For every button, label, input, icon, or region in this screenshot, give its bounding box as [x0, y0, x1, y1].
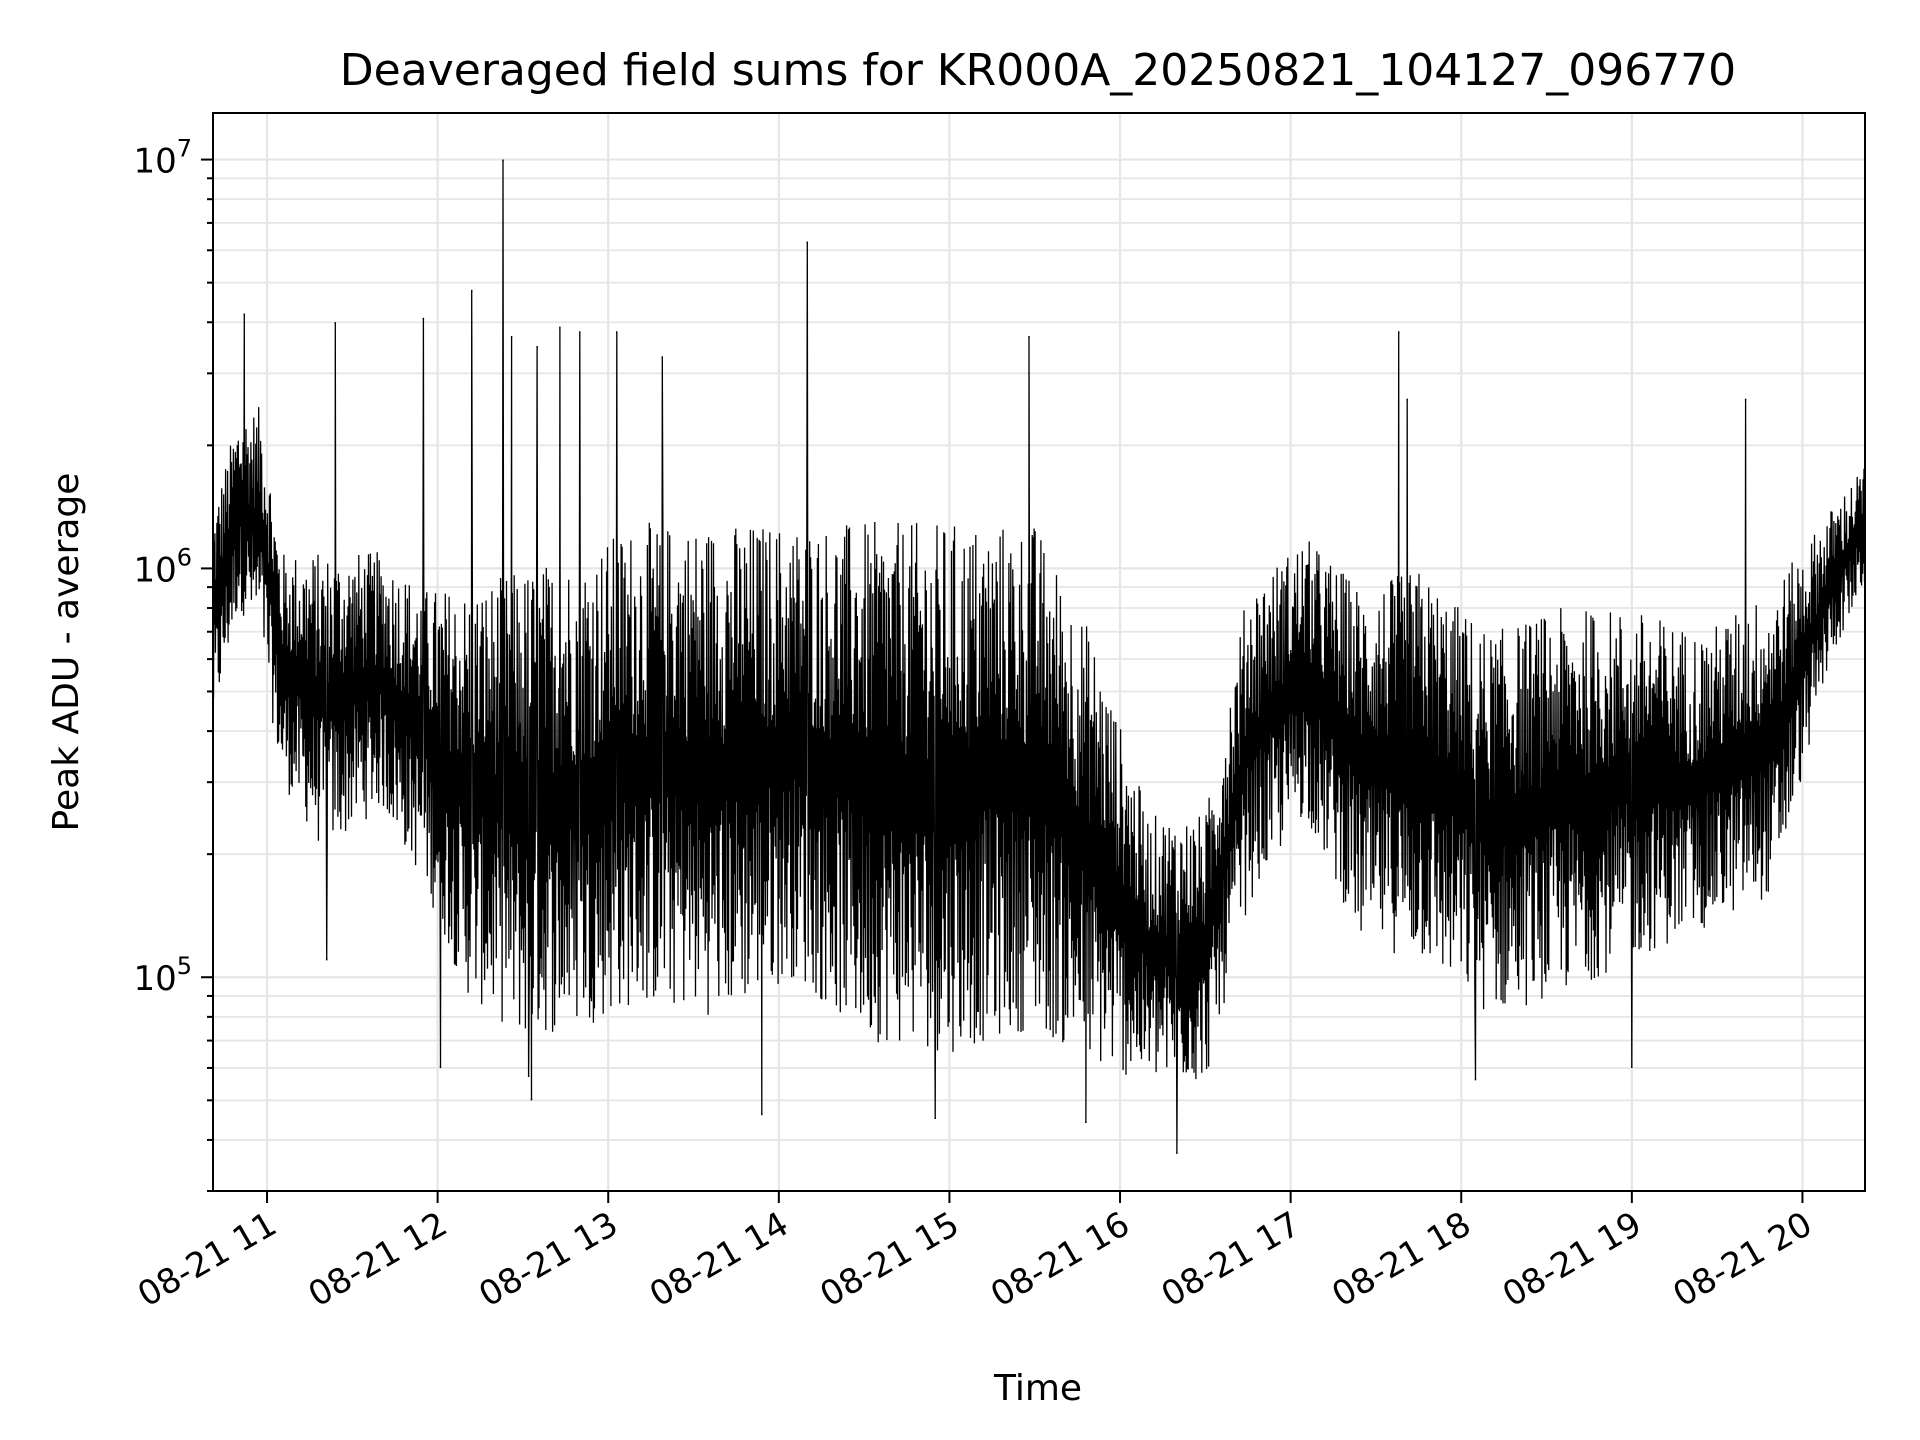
y-tick-label: 106	[133, 543, 192, 590]
plot-frame	[212, 112, 1866, 1192]
plot-area	[212, 159, 1866, 1154]
y-tick-label: 107	[133, 135, 192, 182]
y-axis-label: Peak ADU - average	[46, 473, 87, 832]
chart-title: Deaveraged field sums for KR000A_2025082…	[340, 45, 1736, 96]
y-axis: 105 106 107	[133, 135, 213, 1192]
series-line	[212, 159, 1866, 1154]
x-axis-label: Time	[993, 1368, 1082, 1409]
y-tick-label: 105	[133, 952, 192, 999]
